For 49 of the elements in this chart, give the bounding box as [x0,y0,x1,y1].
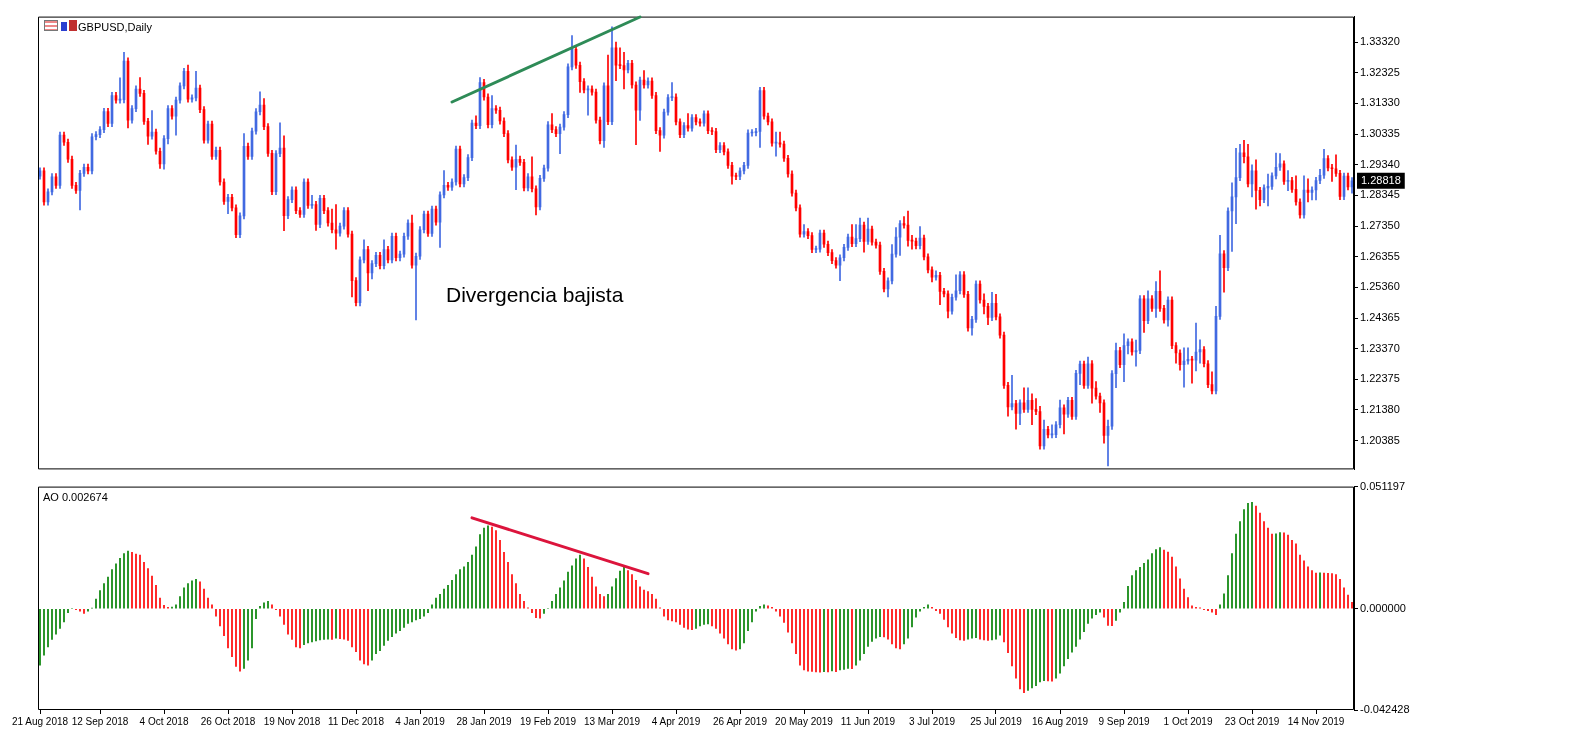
y-tick-label: -0.042428 [1360,703,1410,716]
y-tick-label: 1.31330 [1360,96,1400,109]
y-tick-label: 1.26355 [1360,249,1400,262]
y-tick-label: 1.22375 [1360,372,1400,385]
candlestick [310,194,314,209]
x-tick-label: 26 Oct 2018 [200,715,256,727]
x-tick-label: 9 Sep 2019 [1098,715,1151,727]
x-tick-label: 4 Apr 2019 [651,715,701,727]
y-tick-label: 0.051197 [1360,479,1406,492]
x-tick-label: 19 Nov 2018 [263,715,321,727]
x-tick-label: 25 Jul 2019 [970,715,1023,727]
y-tick-label: 1.33320 [1360,35,1400,48]
y-tick-label: 1.30335 [1360,127,1400,140]
y-tick-label: 1.29340 [1360,157,1400,170]
y-tick-label: 1.27350 [1360,219,1400,232]
y-tick-label: 1.21380 [1360,402,1400,415]
x-tick-label: 11 Dec 2018 [328,715,385,727]
x-tick-label: 1 Oct 2019 [1163,715,1213,727]
x-tick-label: 21 Aug 2018 [11,715,69,727]
x-tick-label: 14 Nov 2019 [1287,715,1345,727]
x-tick-label: 16 Aug 2019 [1031,715,1089,727]
candlestick [710,127,714,135]
x-tick-label: 26 Apr 2019 [713,715,768,727]
y-tick-label: 1.20385 [1360,433,1400,446]
y-tick-label: 0.000000 [1360,601,1406,614]
y-tick-label: 1.23370 [1360,341,1400,354]
candlestick [618,47,622,69]
x-tick-label: 12 Sep 2018 [71,715,129,727]
candlestick [1286,170,1290,191]
annotation: Divergencia bajista [445,282,624,306]
x-tick-label: 4 Jan 2019 [395,715,446,727]
x-tick-label: 3 Jul 2019 [908,715,956,727]
x-tick-label: 19 Feb 2019 [519,715,577,727]
chart-title: GBPUSD,Daily [78,20,153,33]
chart-title: AO 0.002674 [43,490,108,503]
y-tick-label: 1.25360 [1360,280,1400,293]
candlestick [1330,164,1334,182]
x-tick-label: 4 Oct 2018 [139,715,189,727]
candlestick [670,82,674,102]
x-tick-label: 13 Mar 2019 [583,715,641,727]
x-tick-label: 20 May 2019 [775,715,834,727]
candlestick [774,131,778,157]
x-tick-label: 23 Oct 2019 [1224,715,1280,727]
y-tick-label: 1.32325 [1360,65,1400,78]
y-tick-label: 1.24365 [1360,311,1400,324]
y-tick-label: 1.28345 [1360,188,1400,201]
text: 1.28818 [1361,173,1401,186]
x-tick-label: 28 Jan 2019 [456,715,512,727]
x-tick-label: 11 Jun 2019 [840,715,896,727]
